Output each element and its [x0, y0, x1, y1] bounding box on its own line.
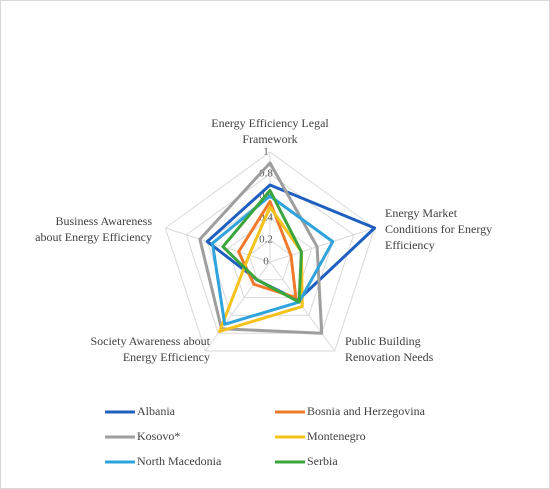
tick-label: 1: [263, 146, 269, 158]
axis-label: Energy Efficiency Legal Framework: [211, 116, 329, 146]
legend-label: Montenegro: [307, 429, 366, 443]
legend-label: Albania: [137, 404, 176, 418]
axis-label: Business Awareness about Energy Efficienc…: [35, 214, 152, 244]
series-line: [221, 189, 303, 304]
legend-label: North Macedonia: [137, 454, 222, 468]
legend-label: Serbia: [307, 454, 338, 468]
grid-ring: [227, 217, 313, 299]
grid-ring: [248, 239, 292, 281]
grid-ring: [164, 151, 376, 352]
spoke: [204, 261, 271, 352]
series-line: [237, 200, 298, 300]
tick-label: 0.2: [259, 234, 273, 246]
grid-ring: [185, 173, 355, 334]
axis-label: Public Building Renovation Needs: [345, 334, 434, 364]
legend-label: Kosovo*: [137, 429, 180, 443]
axis-label: Energy Market Conditions for Energy Effici…: [385, 206, 492, 252]
series-line: [198, 161, 324, 335]
series-line: [210, 194, 335, 326]
legend-label: Bosnia and Herzegovina: [307, 404, 426, 418]
spoke: [165, 227, 271, 263]
axis-label: Society Awareness about Energy Efficiency: [90, 334, 210, 364]
spoke: [269, 227, 375, 263]
tick-label: 0: [263, 256, 269, 268]
